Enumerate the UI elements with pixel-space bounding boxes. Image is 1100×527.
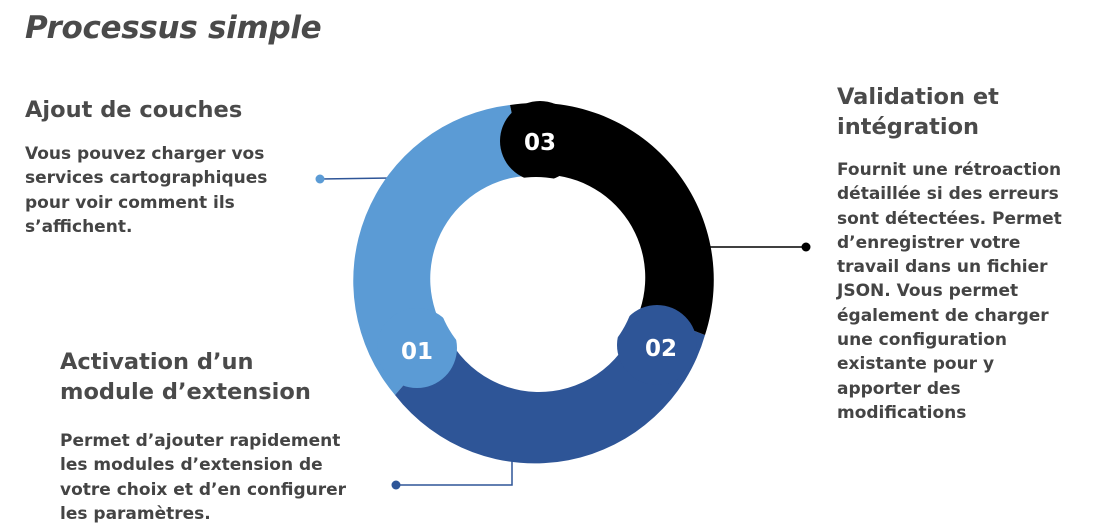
ring-cap-03 <box>500 101 580 181</box>
step-02-heading: Activation d’un module d’extension <box>60 349 311 405</box>
ring-center <box>435 177 637 379</box>
page-title: Processus simple <box>25 10 322 46</box>
step-01-number: 01 <box>401 339 433 365</box>
connector-01 <box>315 174 396 184</box>
step-01-heading: Ajout de couches <box>25 97 243 123</box>
ring-cap-01 <box>377 308 457 388</box>
step-03-number: 03 <box>524 130 556 156</box>
step-02-number: 02 <box>645 336 677 362</box>
ring-cap-02 <box>617 305 697 385</box>
step-03-heading: Validation et intégration <box>837 84 999 140</box>
connector-03 <box>710 242 811 252</box>
connector-02 <box>391 455 513 490</box>
step-03-description: Fournit une rétroaction détaillée si des… <box>837 160 1062 423</box>
step-01-description: Vous pouvez charger vos services cartogr… <box>25 144 268 237</box>
step-02-description: Permet d’ajouter rapidement les modules … <box>60 431 347 524</box>
